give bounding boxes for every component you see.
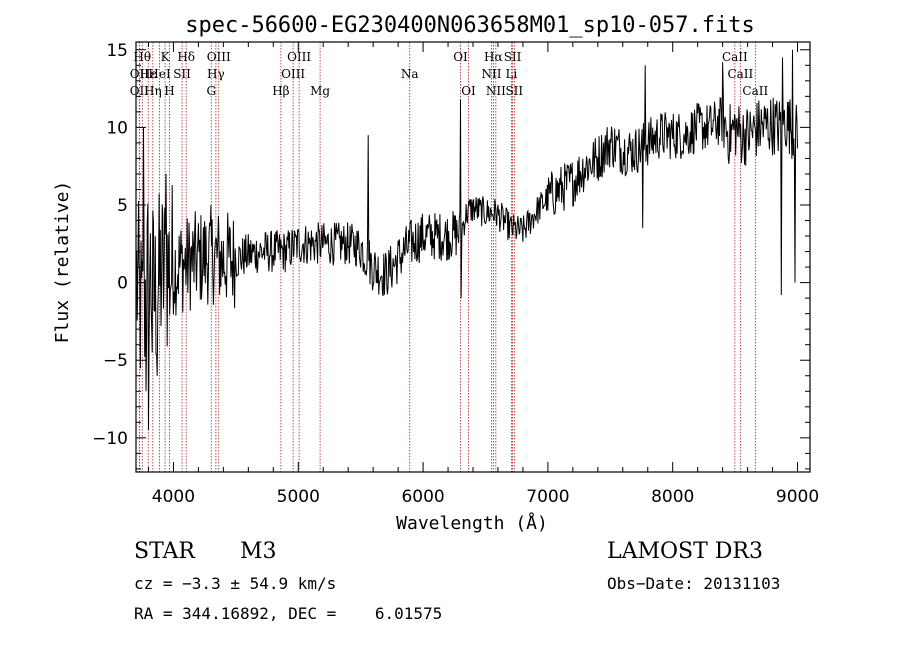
- plot-frame: [135, 41, 811, 473]
- redshift-velocity: cz = −3.3 ± 54.9 km/s: [134, 574, 337, 593]
- x-tick-label: 7000: [526, 487, 569, 507]
- coordinates: RA = 344.16892, DEC = 6.01575: [134, 604, 443, 623]
- x-tick-label: 8000: [651, 487, 694, 507]
- spectral-line-label: OIII: [281, 67, 305, 81]
- object-class: STAR: [134, 539, 195, 564]
- spectral-line-label: Hβ: [272, 84, 289, 98]
- spectral-line-label: OI: [461, 84, 476, 98]
- spectral-line-label: OIII: [287, 50, 311, 64]
- spectral-line-label: K: [161, 50, 171, 64]
- spectral-line-label: NII: [481, 67, 501, 81]
- spectral-line-label: Hα: [484, 50, 503, 64]
- spectral-line-label: NII: [486, 84, 506, 98]
- spectral-line-label: SII: [173, 67, 191, 81]
- y-tick-label: 0: [117, 274, 128, 294]
- y-tick-label: −5: [103, 351, 128, 371]
- spectral-line-label: CaII: [722, 50, 748, 64]
- object-subclass: M3: [240, 539, 277, 564]
- x-tick-label: 6000: [401, 487, 444, 507]
- spectral-line-label: Hγ: [207, 67, 225, 81]
- x-tick-label: 4000: [152, 487, 195, 507]
- spectral-line-label: OIII: [207, 50, 231, 64]
- spectral-line-label: Hε: [140, 67, 157, 81]
- spectral-line-label: OII: [130, 84, 150, 98]
- spectral-line-label: Hη: [144, 84, 162, 98]
- x-tick-label: 9000: [776, 487, 819, 507]
- y-tick-label: 15: [106, 41, 128, 61]
- spectral-line-label: Mg: [310, 84, 330, 98]
- spectral-line-label: SII: [504, 50, 522, 64]
- spectral-line-label: CaII: [742, 84, 768, 98]
- spectral-line-label: SII: [505, 84, 523, 98]
- x-axis-label: Wavelength (Å): [396, 512, 548, 534]
- survey-name: LAMOST DR3: [607, 539, 763, 564]
- y-axis-ticks: −10 −5 0 5 10 15: [92, 41, 810, 470]
- spectral-line-label: H: [164, 84, 174, 98]
- spectrum-line: [136, 49, 798, 431]
- spectral-line-markers: [138, 42, 756, 472]
- spectral-line-labels: HθOIIHεOIIHηHeIKHSIIHδGHγOIIIHβOIIIOIIIM…: [130, 50, 769, 98]
- spectral-line-label: OII: [130, 67, 150, 81]
- spectral-line-label: CaII: [727, 67, 753, 81]
- x-tick-label: 5000: [277, 487, 320, 507]
- spectral-line-label: OI: [453, 50, 468, 64]
- spectral-line-label: Li: [506, 67, 518, 81]
- spectral-line-label: G: [206, 84, 216, 98]
- y-tick-label: 10: [106, 118, 128, 138]
- chart-title: spec-56600-EG230400N063658M01_sp10-057.f…: [185, 13, 755, 38]
- x-axis-ticks: 4000 5000 6000 7000 8000 9000: [147, 42, 819, 507]
- y-tick-label: 5: [117, 196, 128, 216]
- spectral-line-label: Na: [401, 67, 419, 81]
- spectral-line-label: HeI: [148, 67, 171, 81]
- y-tick-label: −10: [92, 429, 128, 449]
- observation-date: Obs−Date: 20131103: [607, 574, 781, 593]
- spectral-line-label: Hθ: [133, 50, 151, 64]
- spectral-line-label: Hδ: [177, 50, 195, 64]
- y-axis-label: Flux (relative): [52, 181, 73, 344]
